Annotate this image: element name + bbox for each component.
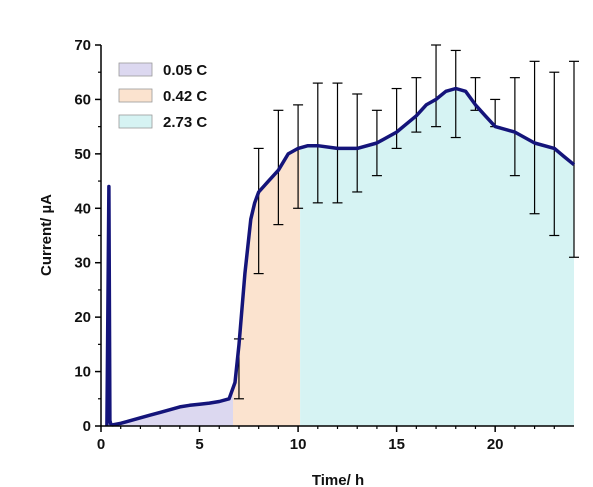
phase-regions: [108, 88, 574, 426]
legend-swatch-1: [118, 62, 153, 77]
x-tick-label-20: 20: [487, 436, 504, 453]
region-fill-1: [108, 186, 233, 426]
x-axis-title: Time/ h: [312, 472, 364, 487]
series-lines: [105, 86, 576, 427]
y-tick-label-30: 30: [74, 255, 91, 272]
y-tick-label-20: 20: [74, 309, 91, 326]
y-axis-title: Current/ µA: [38, 194, 55, 276]
current-series-line: [105, 86, 576, 427]
legend-label-1: 0.05 C: [163, 62, 207, 79]
x-tick-label-10: 10: [290, 436, 307, 453]
x-tick-label-0: 0: [97, 436, 105, 453]
y-tick-label-10: 10: [74, 364, 91, 381]
x-tick-label-5: 5: [195, 436, 203, 453]
x-tick-label-15: 15: [388, 436, 405, 453]
tick-labels: 0 10 20 30 40 50 60 70 0 5 10 15 20: [74, 37, 503, 453]
legend: 0.05 C 0.42 C 2.73 C: [118, 62, 207, 131]
y-tick-label-40: 40: [74, 200, 91, 217]
y-tick-label-70: 70: [74, 37, 91, 54]
legend-label-3: 2.73 C: [163, 114, 207, 131]
axes: [95, 44, 574, 432]
y-tick-label-50: 50: [74, 146, 91, 163]
y-tick-label-60: 60: [74, 91, 91, 108]
legend-label-2: 0.42 C: [163, 88, 207, 105]
y-tick-label-0: 0: [83, 418, 91, 435]
region-fill-3: [300, 88, 574, 426]
legend-swatch-3: [118, 114, 153, 129]
region-fill-2: [233, 147, 301, 426]
legend-swatch-2: [118, 88, 153, 103]
